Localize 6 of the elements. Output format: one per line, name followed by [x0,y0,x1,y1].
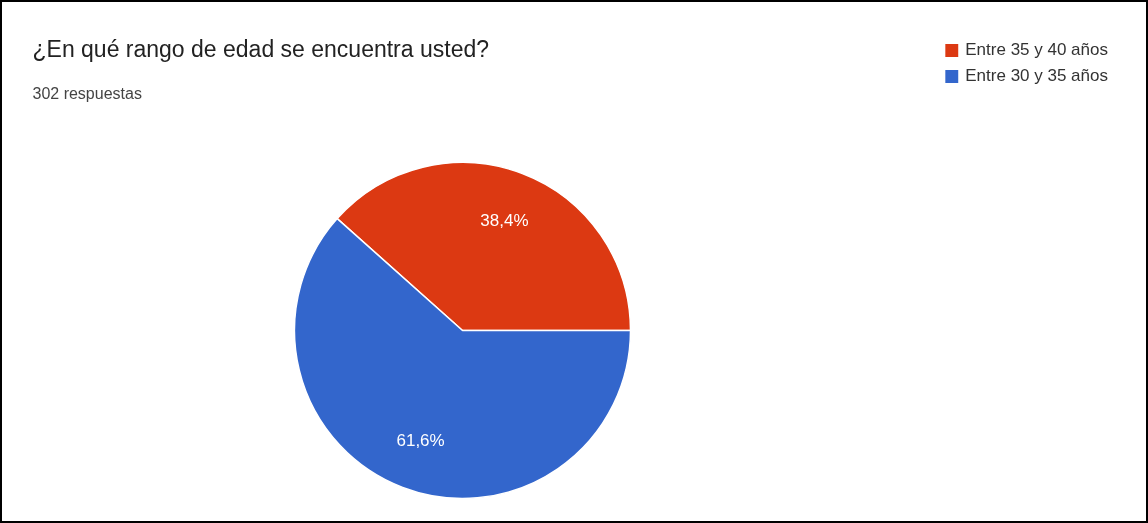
chart-title: ¿En qué rango de edad se encuentra usted? [32,35,490,62]
legend-label: Entre 35 y 40 años [965,40,1108,60]
data-label: 38,4% [480,211,529,231]
text: 302 respuestas [32,85,142,102]
data-label: 61,6% [396,430,445,450]
legend-label: Entre 30 y 35 años [965,66,1108,86]
